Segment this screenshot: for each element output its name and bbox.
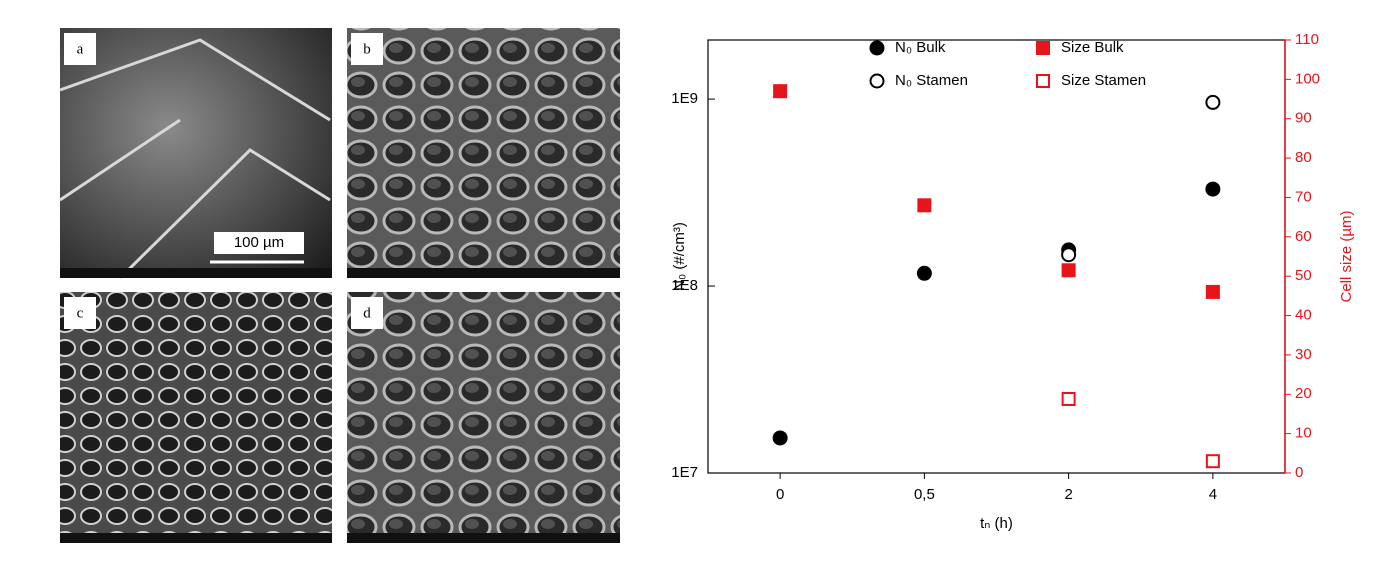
y2-tick-label: 50 — [1295, 267, 1312, 284]
y2-tick-label: 0 — [1295, 464, 1303, 481]
x-tick-label: 0 — [776, 486, 784, 503]
y2-tick-label: 60 — [1295, 228, 1312, 245]
panel-label-box — [64, 33, 96, 65]
legend-label: Size Stamen — [1061, 72, 1146, 89]
y-tick-label: 1E9 — [671, 90, 698, 107]
point — [1205, 94, 1221, 110]
y2-tick-label: 20 — [1295, 385, 1312, 402]
sem-images: a b c d 100 µm — [59, 28, 620, 543]
panel-label: c — [77, 305, 84, 321]
panel-label-box — [351, 33, 383, 65]
point — [1205, 284, 1220, 299]
y2-tick-label: 110 — [1295, 31, 1319, 48]
y-axis-label: N₀ (#/cm³) — [671, 222, 688, 291]
panel-label-box — [351, 297, 383, 329]
point — [773, 84, 788, 99]
x-tick-label: 4 — [1209, 486, 1217, 503]
y2-axis-label: Cell size (µm) — [1338, 211, 1355, 303]
legend-marker — [869, 73, 885, 89]
point — [1061, 247, 1077, 263]
scale-bar-box — [214, 232, 304, 254]
point — [1061, 263, 1076, 278]
y2-tick-label: 80 — [1295, 149, 1312, 166]
y2-tick-label: 40 — [1295, 307, 1312, 324]
x-axis-label: tₙ (h) — [980, 515, 1013, 532]
x-tick-label: 2 — [1064, 486, 1072, 503]
panel-label: b — [363, 41, 371, 57]
x-tick-label: 0,5 — [914, 486, 935, 503]
y2-tick-label: 100 — [1295, 70, 1320, 87]
plot-frame — [707, 39, 1286, 474]
chart: 1E7 1E8 1E9 0 10 20 30 40 50 60 70 80 90 100 110 0 0,5 2 4… — [671, 31, 1355, 532]
y2-tick-label: 70 — [1295, 188, 1312, 205]
sem-image — [347, 28, 620, 278]
y-tick-label: 1E8 — [671, 277, 698, 294]
panel-label: a — [77, 41, 84, 57]
point — [1205, 454, 1220, 469]
legend-label: N₀ Bulk — [895, 39, 946, 56]
legend-label: N₀ Stamen — [895, 72, 968, 89]
y2-tick-label: 10 — [1295, 425, 1312, 442]
sem-image — [347, 292, 620, 543]
y2-tick-label: 30 — [1295, 346, 1312, 363]
legend-marker — [1036, 41, 1050, 55]
panel-label-box — [64, 297, 96, 329]
scale-bar-label: 100 µm — [234, 234, 284, 251]
point — [772, 430, 788, 446]
point — [1061, 391, 1076, 406]
sem-image — [60, 292, 332, 543]
y2-tick-label: 90 — [1295, 110, 1312, 127]
point — [917, 198, 932, 213]
panel-label: d — [363, 305, 371, 321]
legend-marker — [1036, 74, 1050, 88]
legend-marker — [869, 40, 885, 56]
legend-label: Size Bulk — [1061, 39, 1124, 56]
y-tick-label: 1E7 — [671, 464, 698, 481]
point — [916, 265, 932, 281]
point — [1205, 181, 1221, 197]
